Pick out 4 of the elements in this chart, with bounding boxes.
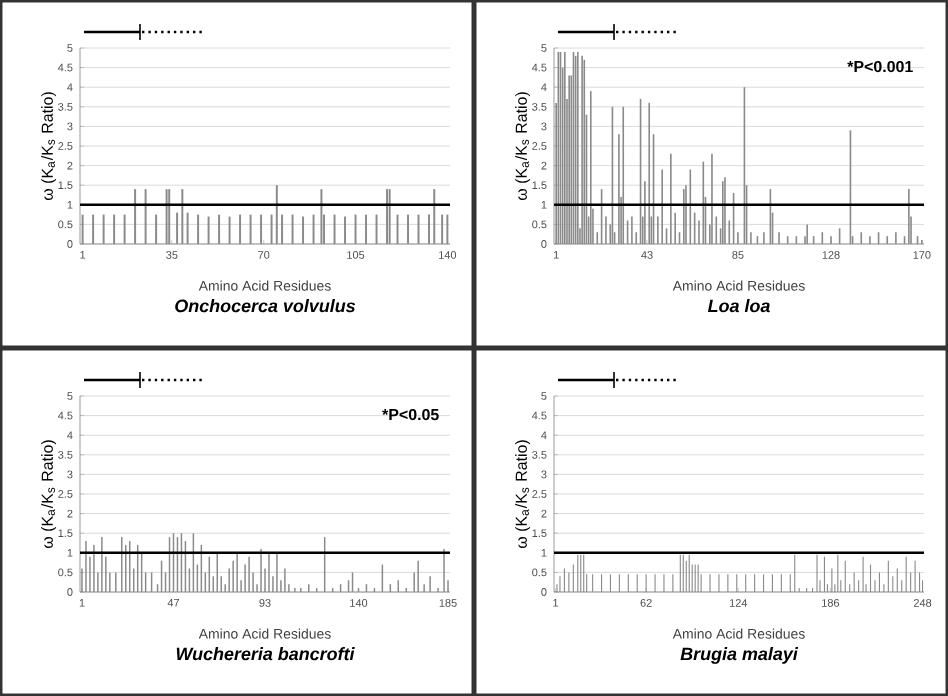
text: Wuchereria bancrofti: [176, 647, 355, 661]
text: Loa loa: [707, 299, 770, 313]
text: Brugia malayi: [680, 647, 799, 664]
text: Onchocerca volvulus: [175, 299, 356, 313]
